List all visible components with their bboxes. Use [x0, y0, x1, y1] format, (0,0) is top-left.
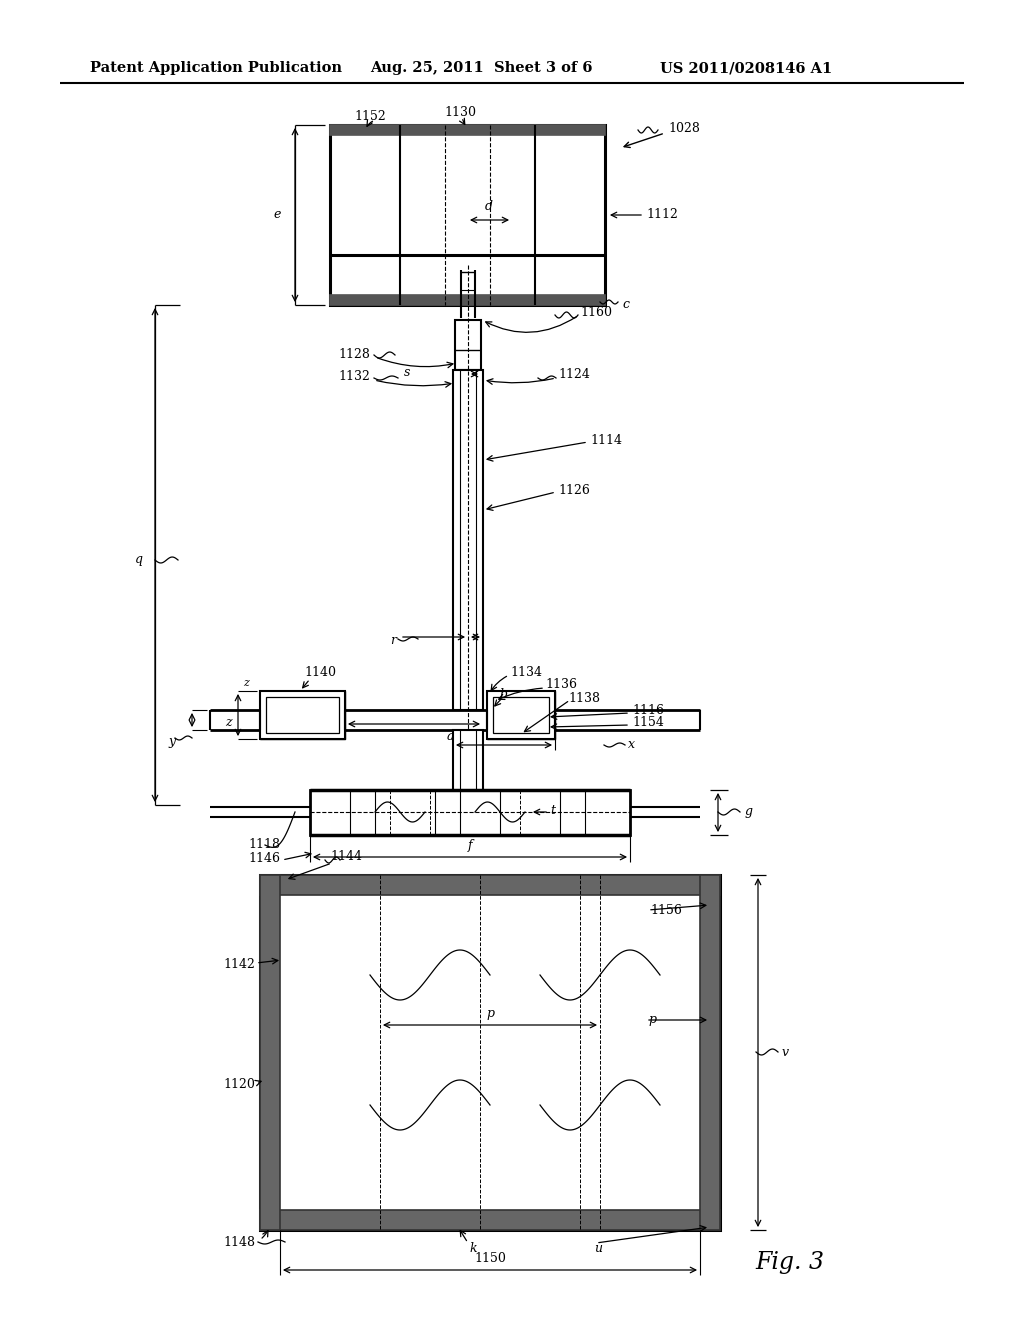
Text: 1116: 1116 [632, 704, 664, 717]
Bar [266, 697, 339, 733]
Bar [700, 875, 720, 1230]
Text: c: c [622, 298, 629, 312]
Text: 1144: 1144 [330, 850, 362, 863]
Text: 1126: 1126 [558, 483, 590, 496]
Text: 1138: 1138 [568, 692, 600, 705]
Text: 1124: 1124 [558, 368, 590, 381]
Text: 1160: 1160 [580, 305, 612, 318]
Bar [455, 319, 481, 370]
Text: f: f [468, 840, 472, 853]
Text: u: u [594, 1242, 602, 1254]
Text: 1148: 1148 [223, 1236, 255, 1249]
Text: e: e [273, 209, 281, 222]
Text: 1112: 1112 [646, 209, 678, 222]
Text: g: g [745, 805, 753, 818]
Text: p: p [486, 1006, 494, 1019]
Text: 1120: 1120 [223, 1078, 255, 1092]
Bar [453, 730, 483, 800]
Text: v: v [782, 1045, 790, 1059]
Text: Aug. 25, 2011  Sheet 3 of 6: Aug. 25, 2011 Sheet 3 of 6 [370, 61, 593, 75]
Bar [260, 875, 280, 1230]
Text: 1136: 1136 [545, 678, 577, 692]
Bar [453, 370, 483, 710]
Text: x: x [628, 738, 635, 751]
Text: p: p [648, 1014, 656, 1027]
Bar [487, 690, 555, 739]
Text: 1156: 1156 [650, 903, 682, 916]
Text: d: d [485, 201, 493, 214]
Text: 1114: 1114 [590, 433, 622, 446]
Text: q: q [135, 553, 143, 566]
Text: 1134: 1134 [510, 665, 542, 678]
Bar [260, 875, 720, 895]
Bar [487, 690, 555, 739]
Text: 1128: 1128 [338, 348, 370, 362]
Text: 1154: 1154 [632, 715, 664, 729]
Text: Patent Application Publication: Patent Application Publication [90, 61, 342, 75]
Text: z: z [224, 717, 231, 730]
Text: a: a [446, 730, 454, 742]
Bar [330, 125, 605, 305]
Text: 1142: 1142 [223, 958, 255, 972]
Text: z: z [243, 678, 249, 688]
Bar [330, 125, 605, 135]
Bar [493, 697, 549, 733]
Text: US 2011/0208146 A1: US 2011/0208146 A1 [660, 61, 833, 75]
Text: 1140: 1140 [304, 667, 336, 680]
Bar [260, 690, 345, 739]
Text: 1118: 1118 [248, 838, 280, 851]
Text: Fig. 3: Fig. 3 [756, 1250, 824, 1274]
Text: y: y [169, 735, 176, 748]
Bar [260, 875, 720, 1230]
Text: t: t [550, 804, 555, 817]
Text: 1130: 1130 [444, 107, 476, 120]
Text: 1132: 1132 [338, 371, 370, 384]
Bar [260, 1210, 720, 1230]
Text: k: k [469, 1242, 477, 1254]
Text: 1152: 1152 [354, 111, 386, 124]
Bar [330, 294, 605, 305]
Text: 1028: 1028 [668, 121, 699, 135]
Text: 1150: 1150 [474, 1253, 506, 1266]
Text: s: s [403, 366, 411, 379]
Text: b: b [499, 689, 507, 701]
Text: 1146: 1146 [248, 851, 280, 865]
Bar [310, 789, 630, 836]
Text: r: r [390, 634, 396, 647]
Bar [260, 690, 345, 739]
